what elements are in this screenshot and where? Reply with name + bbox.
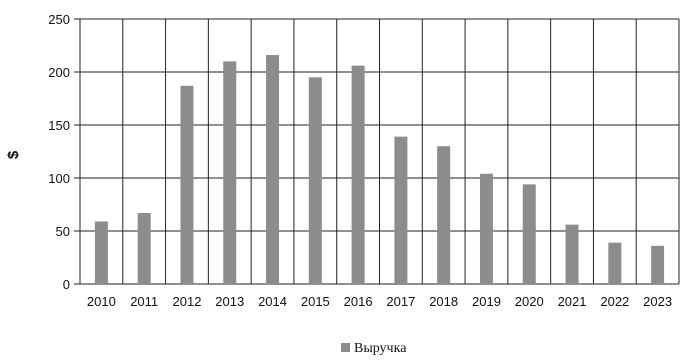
bar-2013: [223, 61, 237, 285]
x-tick-label: 2012: [173, 294, 202, 309]
y-tick-label: 250: [48, 12, 70, 27]
x-tick-label: 2016: [344, 294, 373, 309]
x-tick-label: 2020: [515, 294, 544, 309]
bar-2019: [479, 173, 493, 284]
y-tick-label: 50: [56, 224, 70, 239]
bar-2015: [308, 77, 322, 284]
x-tick-label: 2011: [130, 294, 158, 309]
legend-label: Выручка: [354, 341, 407, 356]
x-tick-label: 2010: [87, 294, 116, 309]
y-tick-label: 150: [48, 118, 70, 133]
bar-2023: [651, 245, 665, 284]
x-tick-label: 2015: [301, 294, 330, 309]
chart-grid: [74, 18, 680, 285]
x-tick-label: 2014: [258, 294, 287, 309]
x-tick-labels: 2010 2011 2012 2013 2014 2015 2016 2017 2018 2019…: [87, 294, 672, 309]
x-tick-label: 2021: [558, 294, 587, 309]
y-tick-label: 200: [48, 65, 70, 80]
x-tick-label: 2019: [472, 294, 501, 309]
bar-2011: [137, 212, 151, 284]
x-tick-label: 2023: [643, 294, 672, 309]
x-tick-label: 2017: [386, 294, 415, 309]
legend-swatch: [341, 343, 350, 352]
bar-2020: [522, 184, 536, 284]
bar-2021: [565, 224, 579, 284]
bar-2014: [266, 55, 280, 284]
x-tick-label: 2022: [600, 294, 629, 309]
y-tick-label: 0: [63, 277, 70, 292]
chart-bars: [94, 55, 665, 285]
legend: Выручка: [341, 341, 407, 356]
bar-2012: [180, 85, 194, 284]
bar-2010: [94, 221, 108, 284]
x-tick-label: 2013: [215, 294, 244, 309]
y-axis-label: $: [5, 150, 22, 159]
bar-2016: [351, 65, 365, 284]
bar-2022: [608, 242, 622, 284]
x-tick-label: 2018: [429, 294, 458, 309]
bar-2017: [394, 136, 408, 284]
y-tick-labels: 0 50 100 150 200 250: [48, 12, 70, 292]
y-tick-label: 100: [48, 171, 70, 186]
bar-2018: [437, 146, 451, 284]
